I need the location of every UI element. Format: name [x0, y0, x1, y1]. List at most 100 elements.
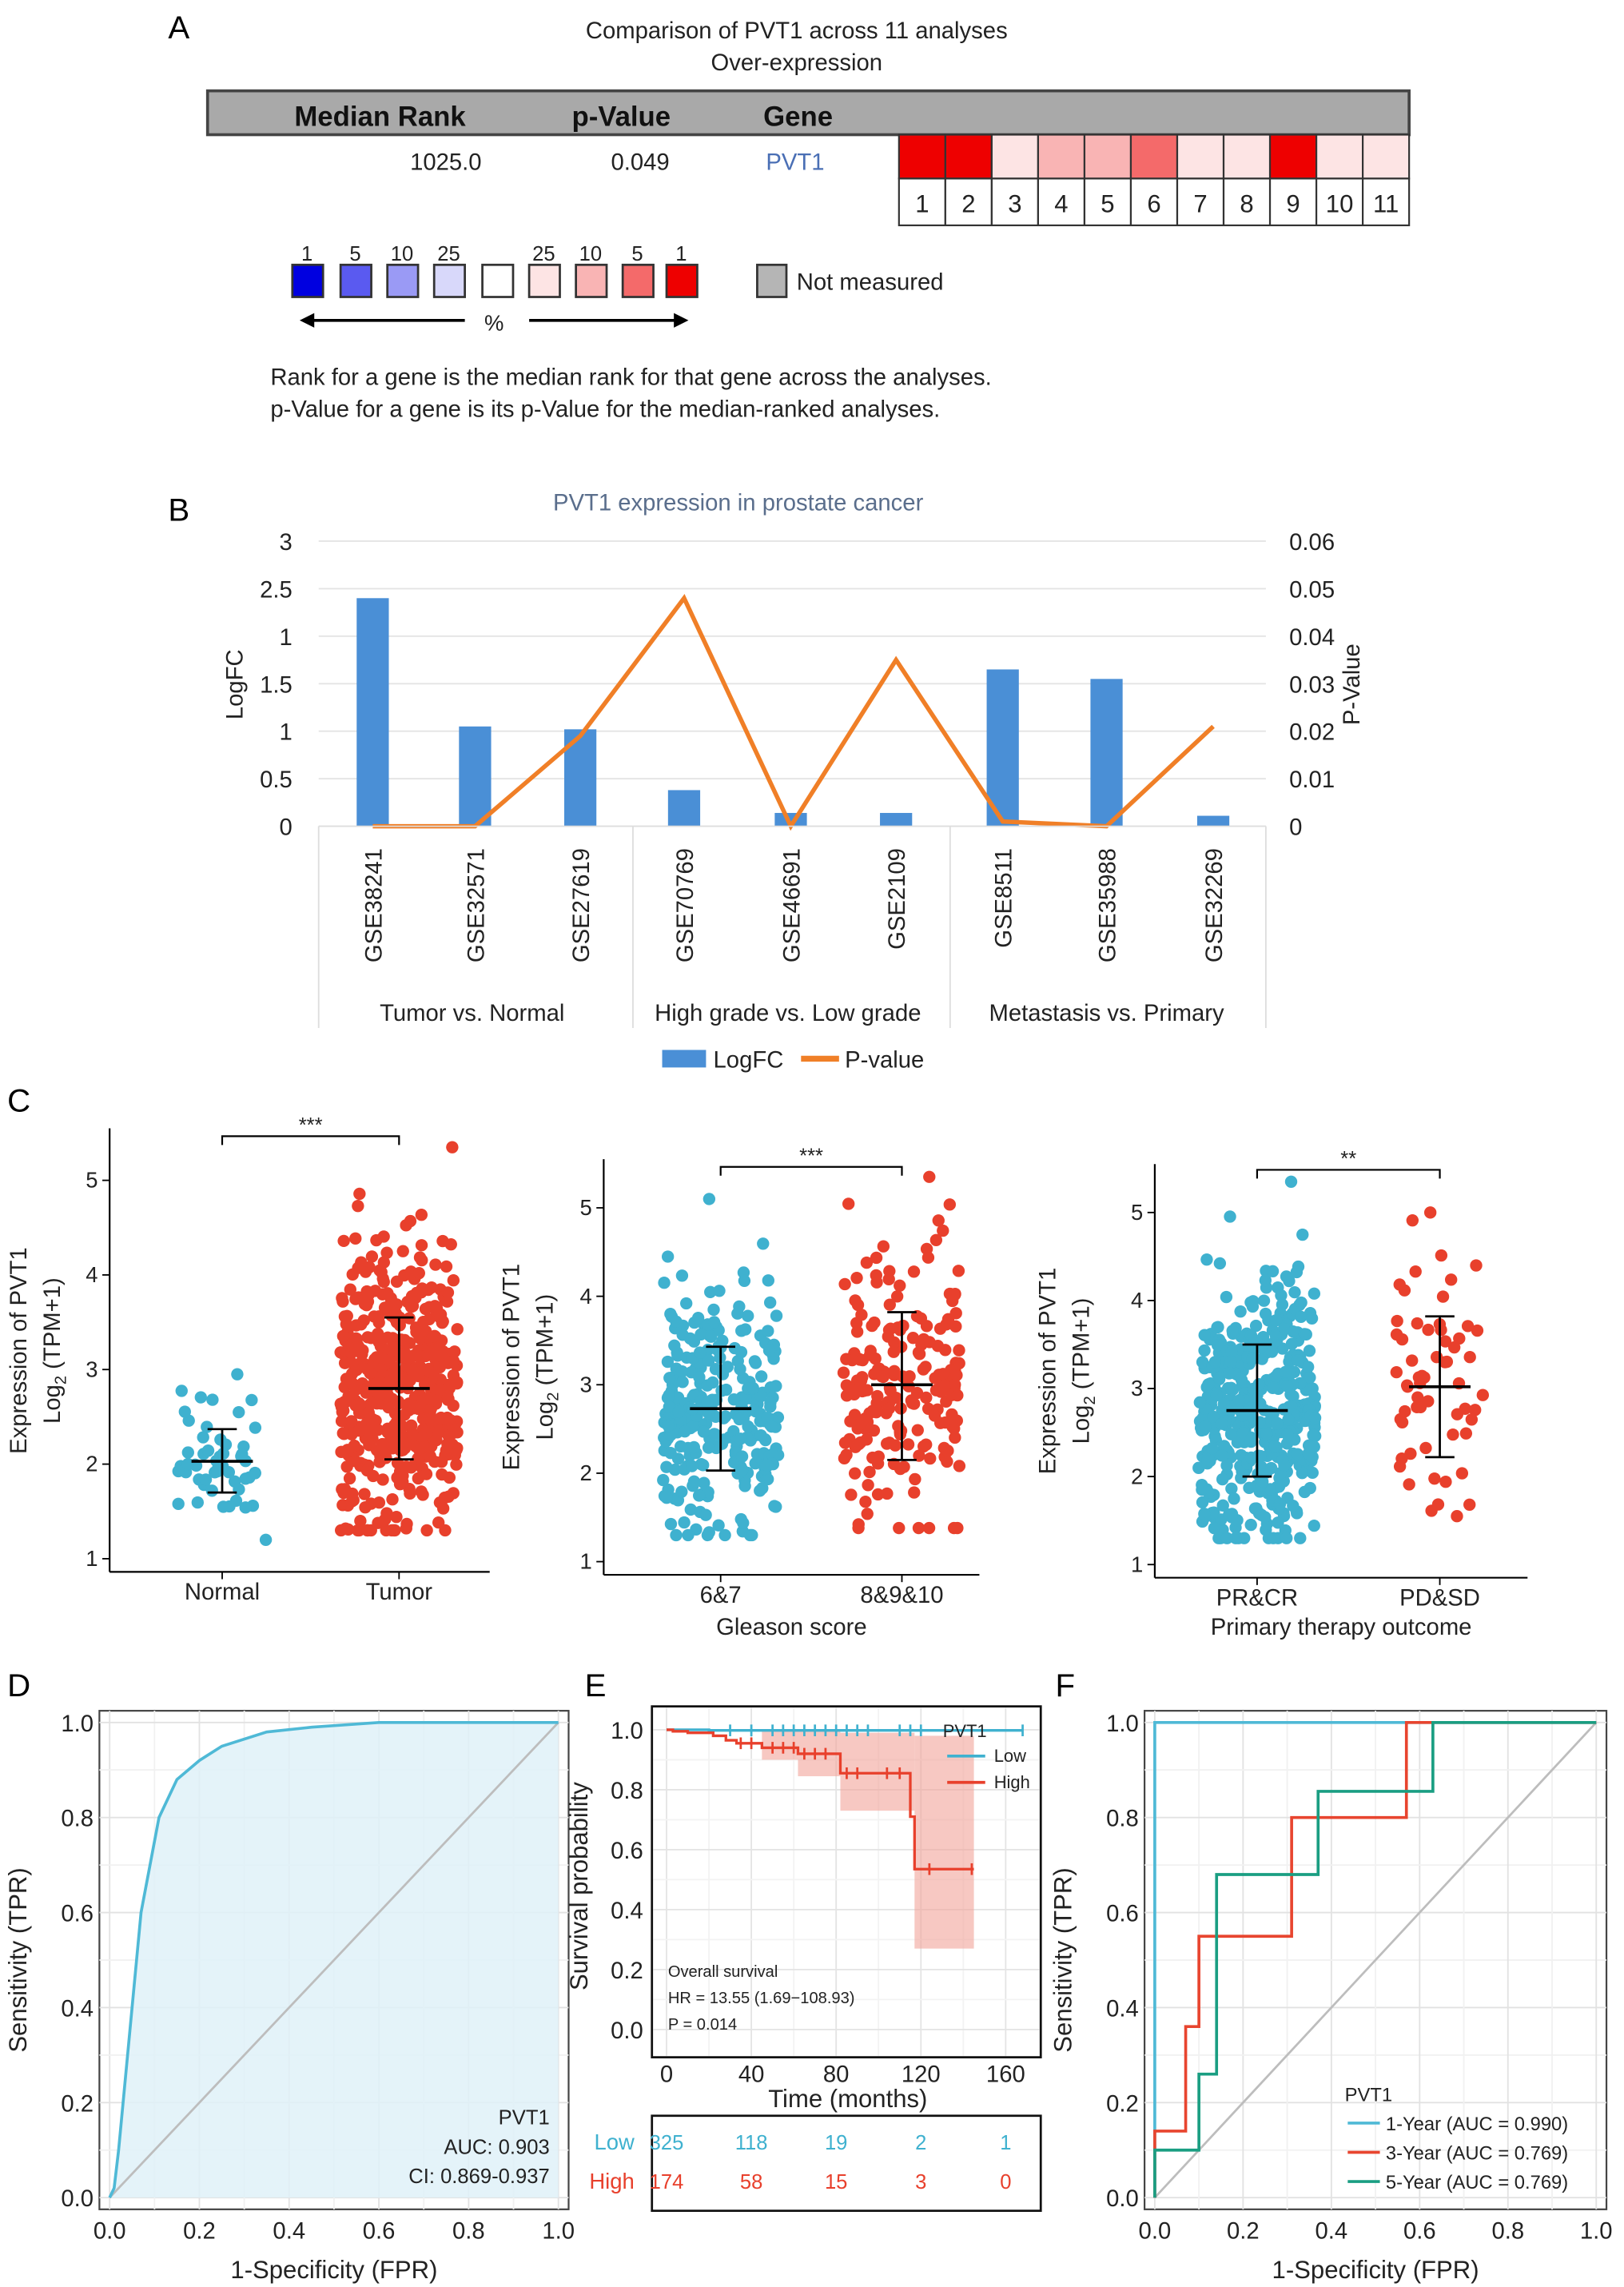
bar-logfc: [986, 669, 1019, 827]
data-point: [734, 1432, 747, 1445]
data-point: [364, 1497, 378, 1510]
data-point: [749, 1357, 762, 1369]
data-point: [1228, 1492, 1240, 1505]
data-point: [191, 1496, 205, 1509]
data-point: [1253, 1416, 1266, 1428]
data-point: [852, 1521, 865, 1535]
x-axis-label: Gleason score: [716, 1615, 867, 1640]
data-point: [1422, 1323, 1435, 1337]
data-point: [1393, 1278, 1406, 1291]
data-point: [1288, 1285, 1301, 1299]
data-point: [1390, 1365, 1403, 1379]
data-point: [849, 1440, 862, 1453]
x-tick-label: GSE32269: [1202, 848, 1228, 962]
data-point: [249, 1467, 261, 1480]
group-label: High grade vs. Low grade: [655, 1001, 921, 1026]
data-point: [707, 1316, 721, 1329]
data-point: [340, 1309, 353, 1322]
data-point: [386, 1493, 399, 1506]
y-tick-label: 4: [86, 1262, 98, 1287]
data-point: [1213, 1257, 1227, 1270]
data-point: [352, 1199, 364, 1213]
data-point: [844, 1415, 857, 1428]
data-point: [657, 1473, 670, 1487]
panel-label-e: E: [585, 1667, 607, 1703]
heatmap-cell: [990, 133, 1040, 180]
data-point: [1216, 1449, 1228, 1462]
data-point: [1244, 1401, 1257, 1415]
data-point: [1198, 1344, 1211, 1357]
data-point: [848, 1467, 862, 1480]
y-tick-label: 1: [579, 1549, 591, 1574]
data-point: [430, 1394, 443, 1408]
data-point: [372, 1516, 384, 1529]
bar-logfc: [459, 726, 492, 827]
data-point: [337, 1234, 350, 1248]
data-point: [1200, 1253, 1213, 1266]
y-tick-label: 1: [86, 1546, 98, 1571]
x-tick-label: Normal: [185, 1580, 260, 1605]
data-point: [344, 1283, 356, 1296]
data-point: [379, 1448, 392, 1461]
x-tick-label: 0.2: [183, 2218, 216, 2244]
group-label: Tumor vs. Normal: [380, 1001, 564, 1026]
data-point: [1391, 1314, 1403, 1328]
reference-diagonal: [1153, 1721, 1598, 2199]
data-point: [703, 1193, 716, 1205]
data-point: [259, 1533, 273, 1546]
data-point: [1224, 1345, 1238, 1358]
data-point: [672, 1405, 685, 1419]
line-p-value: [372, 593, 1215, 831]
data-point: [702, 1441, 715, 1454]
data-point: [365, 1421, 378, 1435]
data-point: [1236, 1408, 1248, 1422]
data-point: [1193, 1396, 1207, 1409]
y-tick-label: 0.6: [1106, 1902, 1139, 1927]
data-point: [1196, 1483, 1208, 1496]
x-tick-label: PD&SD: [1399, 1585, 1480, 1611]
data-point: [1217, 1397, 1230, 1411]
data-point: [770, 1380, 782, 1393]
y-tick-label: 0.0: [611, 2018, 643, 2044]
y-tick-label: 0.8: [61, 1807, 94, 1832]
data-point: [703, 1354, 715, 1367]
heatmap-cell: [1129, 133, 1179, 180]
y-tick-label: 0.8: [1106, 1807, 1139, 1832]
data-point: [952, 1265, 965, 1277]
data-point: [1280, 1532, 1293, 1544]
y-tick-label: 1.0: [61, 1711, 94, 1737]
data-point: [738, 1480, 751, 1492]
data-point: [765, 1420, 778, 1433]
data-point: [882, 1330, 894, 1343]
analysis-number: 8: [1240, 189, 1253, 217]
data-point: [887, 1345, 900, 1358]
bar-logfc: [667, 790, 701, 827]
y-tick-label: 2.5: [260, 577, 293, 603]
data-point: [764, 1397, 777, 1409]
analysis-number: 1: [915, 189, 929, 217]
data-point: [1296, 1228, 1309, 1241]
data-point: [417, 1315, 430, 1329]
data-point: [939, 1344, 952, 1357]
y-tick-label: 0.8: [611, 1779, 643, 1804]
data-point: [870, 1276, 883, 1289]
data-point: [416, 1393, 430, 1406]
data-point: [684, 1503, 697, 1516]
column-header: Gene: [763, 102, 833, 133]
x-tick-label: 120: [902, 2062, 941, 2088]
y-tick-label: 2: [1131, 1464, 1143, 1488]
data-point: [1308, 1519, 1320, 1532]
data-point: [1471, 1324, 1484, 1337]
data-point: [443, 1471, 456, 1484]
y-tick-label: 4: [579, 1284, 591, 1309]
data-point: [443, 1413, 456, 1426]
roc-curve-3: [1153, 1720, 1597, 2198]
data-point: [1423, 1206, 1437, 1219]
y-axis-label: Sensitivity (TPR): [4, 1867, 32, 2052]
data-point: [933, 1322, 947, 1335]
data-point: [668, 1339, 681, 1352]
data-point: [735, 1400, 748, 1413]
data-point: [1264, 1483, 1277, 1496]
data-point: [1459, 1402, 1471, 1415]
data-point: [416, 1253, 428, 1267]
